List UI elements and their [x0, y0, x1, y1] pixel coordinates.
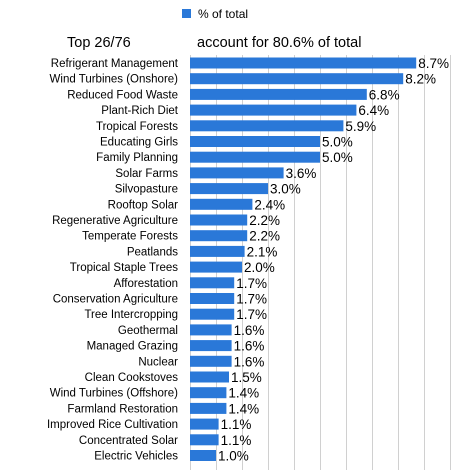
category-label: Managed Grazing	[87, 341, 178, 353]
value-label: 1.1%	[221, 417, 252, 432]
bars: Refrigerant Management 8.7% Wind Turbines …	[47, 56, 449, 464]
category-label: Temperate Forests	[82, 231, 178, 243]
value-label: 5.9%	[345, 119, 376, 134]
category-label: Farmland Restoration	[67, 403, 178, 415]
value-label: 1.4%	[228, 401, 259, 416]
header-right: account for 80.6% of total	[197, 35, 361, 51]
value-label: 2.2%	[249, 229, 280, 244]
value-label: 1.1%	[221, 433, 252, 448]
bar	[190, 230, 248, 242]
category-label: Tree Intercropping	[84, 309, 178, 321]
bar	[190, 136, 320, 147]
category-label: Peatlands	[127, 246, 178, 258]
bar	[190, 198, 253, 210]
value-label: 1.7%	[236, 307, 267, 322]
bar	[190, 418, 219, 430]
bar	[190, 73, 404, 85]
bar	[190, 340, 232, 352]
value-label: 1.0%	[218, 449, 249, 464]
bar	[190, 245, 245, 257]
value-label: 2.1%	[247, 244, 278, 259]
bar	[190, 293, 235, 304]
bar	[190, 355, 232, 367]
legend-label: % of total	[198, 7, 248, 21]
bar	[190, 324, 232, 336]
category-label: Afforestation	[114, 278, 178, 290]
bar	[190, 450, 216, 461]
category-label: Solar Farms	[115, 168, 178, 180]
category-label: Plant-Rich Diet	[101, 105, 178, 117]
value-label: 1.7%	[236, 292, 267, 307]
value-label: 6.4%	[358, 103, 389, 118]
bar	[190, 214, 248, 226]
category-label: Nuclear	[138, 356, 178, 368]
category-label: Silvopasture	[115, 184, 178, 196]
value-label: 5.0%	[322, 135, 353, 150]
category-label: Tropical Staple Trees	[70, 262, 178, 274]
value-label: 3.0%	[270, 182, 301, 197]
bar	[190, 371, 229, 383]
value-label: 8.2%	[405, 72, 436, 87]
bar	[190, 402, 227, 414]
value-label: 2.2%	[249, 213, 280, 228]
bar	[190, 387, 227, 399]
bar	[190, 308, 235, 320]
category-label: Improved Rice Cultivation	[47, 419, 178, 431]
value-label: 2.4%	[254, 197, 285, 212]
value-label: 8.7%	[418, 56, 449, 71]
bar	[190, 183, 268, 195]
value-label: 1.6%	[234, 323, 265, 338]
category-label: Tropical Forests	[96, 121, 178, 133]
bar	[190, 277, 235, 289]
value-label: 1.6%	[234, 354, 265, 369]
legend: % of total	[182, 7, 248, 21]
value-label: 1.6%	[234, 339, 265, 354]
value-label: 5.0%	[322, 150, 353, 165]
category-label: Concentrated Solar	[79, 435, 178, 447]
value-label: 1.5%	[231, 370, 262, 385]
value-label: 2.0%	[244, 260, 275, 275]
legend-swatch	[182, 9, 191, 18]
value-label: 1.4%	[228, 386, 259, 401]
bar	[190, 88, 367, 100]
category-label: Regenerative Agriculture	[52, 215, 178, 227]
value-label: 1.7%	[236, 276, 267, 291]
value-label: 3.6%	[286, 166, 317, 181]
category-label: Electric Vehicles	[94, 451, 178, 463]
bar	[190, 57, 417, 69]
category-label: Conservation Agriculture	[53, 294, 178, 306]
header-left: Top 26/76	[67, 35, 131, 51]
category-label: Clean Cookstoves	[85, 372, 179, 384]
category-label: Geothermal	[118, 325, 178, 337]
bar	[190, 151, 320, 163]
category-label: Family Planning	[96, 152, 178, 164]
category-label: Reduced Food Waste	[67, 89, 178, 101]
bar	[190, 104, 357, 116]
category-label: Refrigerant Management	[51, 58, 179, 70]
category-label: Wind Turbines (Offshore)	[50, 388, 178, 400]
bar	[190, 167, 284, 179]
category-label: Rooftop Solar	[108, 199, 178, 211]
bar	[190, 261, 242, 273]
category-label: Educating Girls	[100, 137, 178, 149]
bar	[190, 120, 344, 132]
category-label: Wind Turbines (Onshore)	[50, 74, 179, 86]
value-label: 6.8%	[369, 87, 400, 102]
bar	[190, 434, 219, 446]
